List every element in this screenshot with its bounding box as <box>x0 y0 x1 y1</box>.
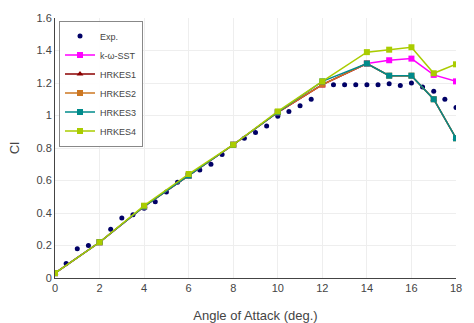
svg-text:1: 1 <box>46 109 52 121</box>
svg-text:Cl: Cl <box>7 142 22 154</box>
svg-text:1.4: 1.4 <box>37 44 52 56</box>
svg-text:4: 4 <box>141 282 147 294</box>
svg-text:12: 12 <box>316 282 328 294</box>
svg-text:10: 10 <box>272 282 284 294</box>
svg-text:Angle of Attack (deg.): Angle of Attack (deg.) <box>193 308 317 323</box>
svg-text:1.6: 1.6 <box>37 12 52 24</box>
svg-text:Exp.: Exp. <box>100 32 118 42</box>
svg-text:14: 14 <box>361 282 373 294</box>
svg-text:8: 8 <box>230 282 236 294</box>
svg-text:HRKES2: HRKES2 <box>100 89 136 99</box>
svg-text:HRKES1: HRKES1 <box>100 70 136 80</box>
svg-text:18: 18 <box>450 282 462 294</box>
svg-text:16: 16 <box>405 282 417 294</box>
svg-text:HRKES4: HRKES4 <box>100 127 136 137</box>
svg-text:0: 0 <box>52 282 58 294</box>
svg-text:0.6: 0.6 <box>37 174 52 186</box>
svg-text:HRKES3: HRKES3 <box>100 108 136 118</box>
svg-text:0.4: 0.4 <box>37 207 52 219</box>
svg-text:2: 2 <box>96 282 102 294</box>
svg-text:6: 6 <box>186 282 192 294</box>
svg-text:1.2: 1.2 <box>37 77 52 89</box>
svg-text:0: 0 <box>46 272 52 284</box>
svg-text:0.8: 0.8 <box>37 142 52 154</box>
svg-text:k-ω-SST: k-ω-SST <box>100 51 136 61</box>
svg-text:0.2: 0.2 <box>37 239 52 251</box>
